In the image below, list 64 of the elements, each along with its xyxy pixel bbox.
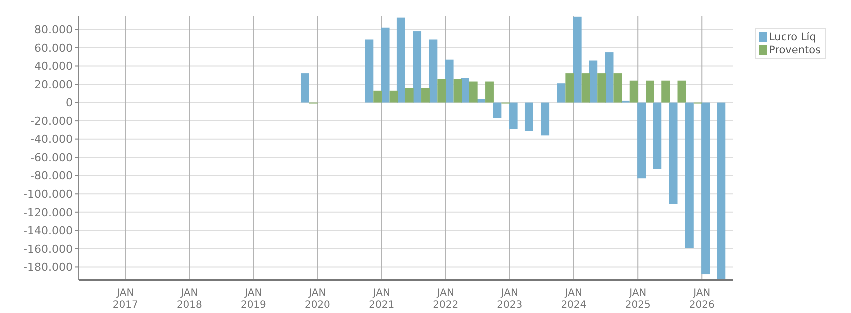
bar — [486, 82, 494, 103]
x-tick-label: JAN 2023 — [497, 288, 523, 311]
bar — [301, 74, 310, 103]
bar — [566, 74, 574, 103]
y-tick-label: -60.000 — [30, 151, 73, 164]
bar — [589, 60, 598, 103]
bar — [614, 74, 622, 103]
bar — [493, 102, 502, 118]
bar — [702, 102, 710, 275]
y-tick-label: 20.000 — [34, 78, 73, 92]
bar — [717, 102, 726, 280]
bar — [557, 84, 566, 103]
bar — [396, 18, 406, 103]
bar — [469, 82, 478, 103]
y-tick-label: -100.000 — [24, 188, 73, 201]
y-tick-label: -180.000 — [24, 261, 73, 274]
bar — [454, 79, 462, 103]
bar — [653, 102, 662, 170]
bar — [381, 28, 390, 103]
y-tick-label: 0 — [66, 96, 73, 110]
x-tick-label: JAN 2025 — [625, 288, 651, 311]
y-tick-label: -40.000 — [30, 133, 73, 146]
bar — [646, 80, 654, 103]
x-tick-label: JAN 2017 — [112, 288, 138, 311]
bar — [374, 90, 382, 103]
bar — [509, 102, 518, 130]
bar — [524, 102, 534, 132]
bar — [662, 80, 670, 103]
bar — [390, 90, 398, 103]
bar — [605, 52, 614, 103]
bar — [422, 88, 430, 103]
bar — [413, 32, 422, 103]
bar — [541, 102, 550, 136]
y-tick-label: 60.000 — [34, 42, 73, 55]
bar — [445, 60, 454, 103]
bar — [429, 40, 438, 103]
y-tick-label: 80.000 — [34, 24, 73, 37]
bar — [573, 16, 582, 103]
x-tick-label: JAN 2026 — [689, 288, 715, 311]
bar — [582, 74, 590, 103]
bar — [669, 102, 678, 204]
x-tick-label: JAN 2020 — [304, 288, 330, 311]
legend-label: Lucro Líq — [769, 32, 816, 44]
bar — [438, 79, 446, 103]
y-tick-label: -160.000 — [24, 242, 73, 256]
bar — [477, 99, 486, 103]
bar — [405, 88, 414, 103]
bar — [638, 102, 646, 179]
x-tick-label: JAN 2021 — [369, 288, 395, 311]
x-tick-label: JAN 2018 — [176, 288, 202, 311]
x-tick-label: JAN 2019 — [240, 288, 266, 311]
legend-label: Proventos — [769, 44, 821, 57]
bar — [685, 102, 694, 248]
y-tick-label: -20.000 — [30, 114, 73, 128]
x-tick-label: JAN 2022 — [433, 288, 459, 311]
bar — [678, 80, 686, 103]
bar — [630, 80, 638, 103]
y-tick-label: -80.000 — [30, 170, 73, 183]
bar — [598, 74, 606, 103]
y-tick-label: 40.000 — [34, 60, 73, 74]
y-tick-label: -120.000 — [24, 206, 73, 220]
bar — [365, 40, 374, 103]
x-tick-label: JAN 2024 — [561, 288, 587, 311]
y-tick-label: -140.000 — [24, 224, 73, 238]
